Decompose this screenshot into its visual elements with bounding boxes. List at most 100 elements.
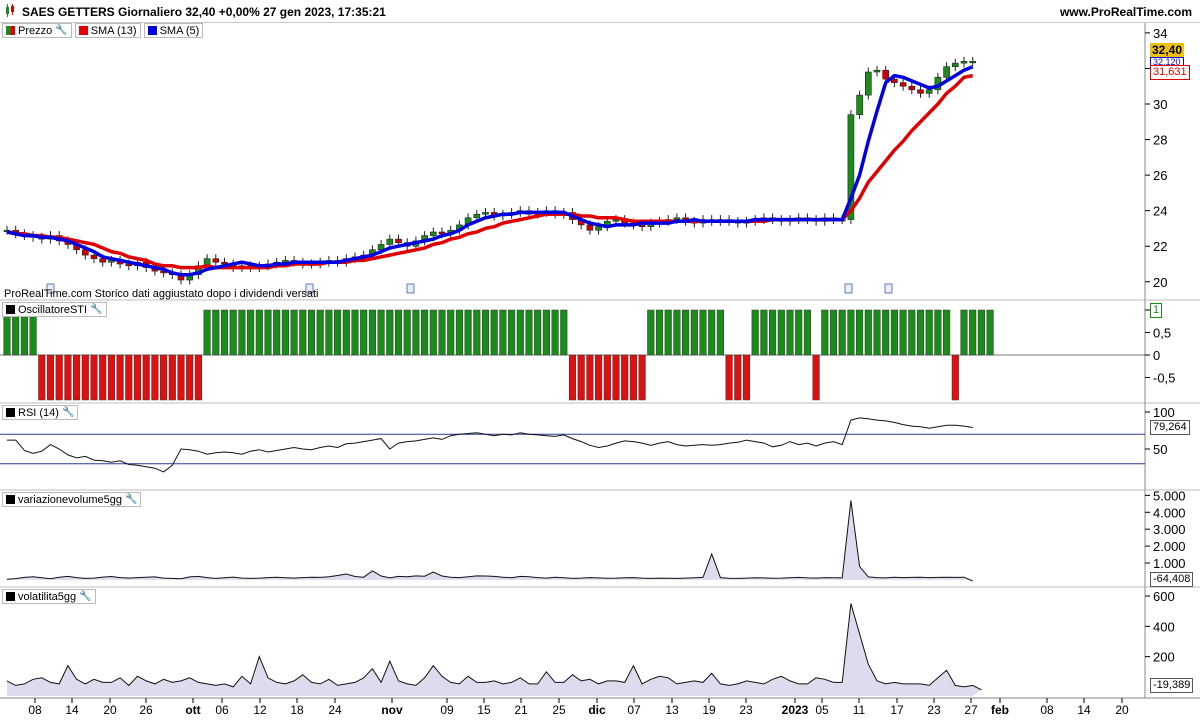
legend-vol-label: variazionevolume5gg [18,493,122,506]
wrench-icon[interactable]: 🔧 [55,25,68,36]
volat-last-tag: -19,389 [1150,678,1194,693]
price-y-tick-label: 22 [1153,239,1167,254]
x-tick-label: 25 [552,703,566,717]
osc-bar [516,309,524,356]
wrench-icon[interactable]: 🔧 [61,407,75,418]
vol-y-tick-label: 2.000 [1153,539,1186,554]
legend-vol[interactable]: variazionevolume5gg 🔧 [2,492,142,507]
osc-bar [368,309,376,356]
x-tick-label: 19 [702,703,716,717]
document-icon [46,283,55,294]
osc-bar [229,309,237,356]
candle-body [595,226,602,231]
candle-body [960,61,968,64]
osc-bar [856,309,864,356]
legend-sma13[interactable]: SMA (13) [74,23,141,38]
osc-bar [99,354,107,401]
osc-bar [281,309,289,356]
rsi-last-tag: 79,264 [1150,420,1190,435]
vol-color-icon [6,495,15,504]
osc-bar [490,309,498,356]
candle-body [586,224,594,231]
osc-bar [664,309,672,356]
osc-bar [438,309,446,356]
x-tick-label: dic [588,703,606,717]
osc-y-tick-label: 0,5 [1153,326,1171,341]
osc-bar [708,309,716,356]
site-link[interactable]: www.ProRealTime.com [1059,5,1192,19]
x-tick-label: 27 [964,703,978,717]
osc-bar [751,309,759,356]
price-legend: Prezzo 🔧 SMA (13) SMA (5) [2,23,204,38]
osc-bar [73,354,81,401]
osc-bar [464,309,472,356]
x-tick-label: 20 [1115,703,1129,717]
legend-rsi[interactable]: RSI (14) 🔧 [2,405,79,420]
x-tick-label: 18 [290,703,304,717]
rsi-y-tick-label: 100 [1153,405,1175,420]
x-tick-label: nov [381,703,403,717]
legend-osc[interactable]: OscillatoreSTI 🔧 [2,302,107,317]
dividend-note: ProRealTime.com Storico dati aggiustato … [4,288,319,300]
osc-bar [699,309,707,356]
osc-bar [682,309,690,356]
osc-bar [151,354,159,401]
osc-color-icon [6,305,15,314]
candle-body [856,94,863,115]
osc-bar [568,354,577,401]
candle-body [873,69,881,73]
osc-bar [334,309,342,356]
wrench-icon[interactable]: 🔧 [90,304,103,315]
osc-bar [612,354,620,401]
sma13-last-tag: 31,631 [1150,65,1190,80]
osc-bar [403,309,411,356]
osc-bar [508,309,516,356]
osc-bar [986,309,994,356]
osc-bar [360,309,368,356]
x-tick-label: 26 [139,703,153,717]
wrench-icon[interactable]: 🔧 [79,591,92,602]
volat-legend: volatilita5gg 🔧 [2,589,96,604]
osc-bar [873,309,881,356]
x-tick-label: 07 [627,703,641,717]
vol-y-tick-label: 1.000 [1153,556,1186,571]
osc-bar [351,309,359,356]
candle-body [386,238,394,245]
osc-bar [316,309,324,356]
osc-bar [421,309,429,356]
osc-bar [577,354,585,401]
osc-bar [769,309,777,356]
osc-bar [81,354,89,401]
osc-bar [133,354,142,401]
osc-bar [325,309,333,356]
x-tick-label: 17 [890,703,904,717]
osc-bar [273,309,281,356]
osc-bar [342,309,350,356]
osc-legend: OscillatoreSTI 🔧 [2,302,107,317]
candle-body [212,258,220,263]
osc-bar [934,309,942,356]
vol-legend: variazionevolume5gg 🔧 [2,492,142,507]
wrench-icon[interactable]: 🔧 [124,494,138,505]
legend-sma5-label: SMA (5) [159,24,200,37]
osc-bar [55,354,63,401]
vol-y-tick-label: 3.000 [1153,522,1186,537]
osc-bar [595,354,603,401]
osc-bar [299,309,307,356]
legend-price[interactable]: Prezzo 🔧 [2,23,72,38]
legend-volat[interactable]: volatilita5gg 🔧 [2,589,96,604]
price-y-tick-label: 20 [1153,275,1167,290]
x-tick-label: 20 [103,703,117,717]
sma13-line [6,73,974,270]
x-tick-label: 24 [328,703,342,717]
osc-bar [621,354,629,401]
x-tick-label: 13 [665,703,679,717]
candle-body [482,212,489,215]
osc-bar [777,309,785,356]
osc-bar [716,309,724,356]
osc-bar [212,309,220,356]
price-y-tick-label: 26 [1153,168,1167,183]
legend-sma5[interactable]: SMA (5) [143,23,204,38]
osc-bar [795,309,803,356]
osc-bar [46,354,55,401]
